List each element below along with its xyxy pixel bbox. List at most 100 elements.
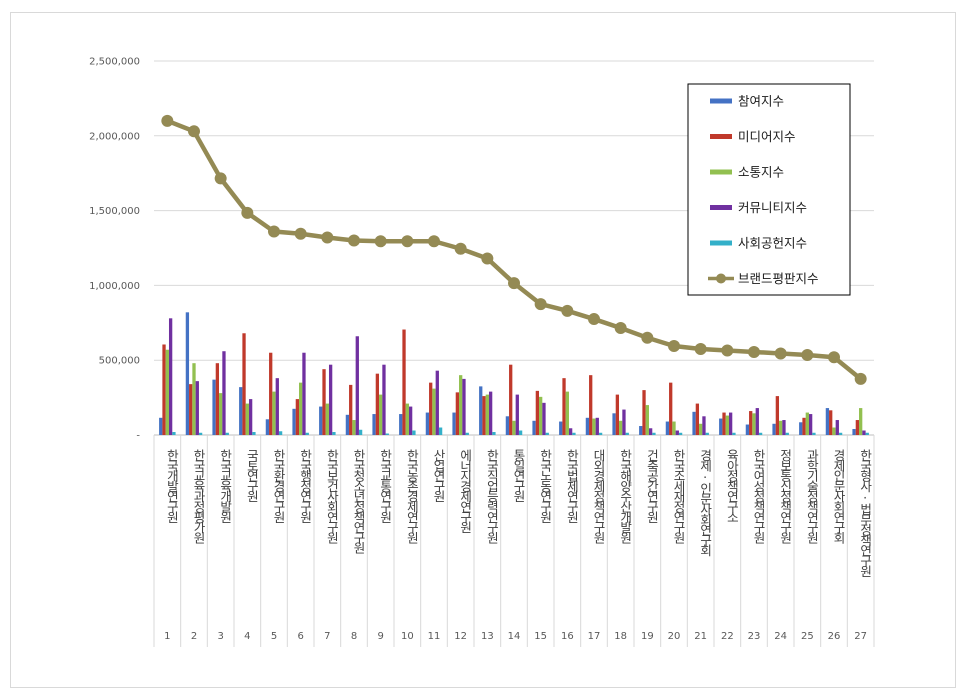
bar (345, 414, 350, 435)
legend-label: 브랜드평판지수 (738, 271, 819, 286)
bar (699, 423, 703, 435)
bar (299, 382, 303, 435)
bar (855, 420, 860, 435)
category-number: 26 (828, 631, 841, 642)
bar (408, 406, 413, 435)
category-number: 12 (454, 631, 467, 642)
bar (749, 411, 753, 435)
bar (405, 403, 409, 435)
bar (172, 432, 176, 435)
bar (412, 430, 416, 435)
bar (265, 419, 270, 435)
bar (459, 375, 463, 435)
bar (532, 420, 536, 435)
bar (509, 364, 513, 435)
bar (645, 405, 649, 435)
category-table: 한국개발연구원 1 한국교육과정평가원 2 한국교육개발원 3 국토연구원 4 한국환경연구원 5… (153, 435, 875, 647)
bar (159, 417, 163, 435)
line-point (428, 235, 440, 248)
category-label: 건축공간연구원 (644, 449, 659, 523)
line-point (348, 234, 360, 247)
bar (719, 418, 723, 435)
category-label: 한국여성정책연구원 (751, 449, 766, 543)
category-label: 한국교통연구원 (378, 449, 393, 523)
bar (669, 382, 673, 435)
bar (379, 394, 383, 435)
bar (465, 432, 469, 435)
bar (425, 412, 430, 435)
bar (639, 426, 643, 435)
bar (832, 427, 836, 435)
category-number: 5 (271, 631, 277, 642)
bar (652, 432, 656, 435)
line-point (241, 206, 254, 219)
bar (772, 423, 776, 435)
bar (779, 420, 783, 435)
line-point (588, 313, 600, 326)
bar (725, 415, 729, 435)
legend-label: 미디어지수 (738, 129, 796, 144)
bar (562, 378, 566, 435)
category-label: 대외경제정책연구원 (591, 449, 606, 543)
bar (829, 410, 833, 435)
category-number: 16 (561, 631, 574, 642)
legend-swatch (710, 98, 732, 104)
line-point (268, 225, 280, 238)
bar (325, 403, 329, 435)
bar (722, 412, 726, 435)
bar (212, 379, 216, 435)
line-point (828, 351, 840, 364)
bar (305, 432, 309, 435)
chart-frame: - 500,000 1,000,000 1,500,000 2,000,000 2,500… (10, 12, 956, 688)
line-point (454, 242, 467, 255)
category-label: 한국보건사회연구원 (324, 449, 339, 543)
bar (215, 363, 220, 435)
bar (242, 333, 246, 435)
y-tick-label: 1,500,000 (89, 206, 140, 217)
line-point (534, 298, 547, 311)
bar (782, 420, 786, 435)
bar (565, 391, 569, 435)
line-point (801, 348, 814, 361)
bar (589, 375, 593, 435)
bar (355, 336, 359, 435)
category-label: 한국교육과정평가원 (191, 449, 206, 543)
bar (438, 427, 443, 435)
line-point (188, 125, 200, 138)
category-number: 14 (508, 631, 521, 642)
category-label: 경제인문사회연구회 (831, 449, 846, 543)
line-point (374, 235, 387, 248)
bar (775, 396, 780, 435)
bar (812, 432, 816, 435)
bar (542, 402, 546, 435)
bar (248, 399, 253, 435)
bar (615, 394, 620, 435)
bar (805, 412, 809, 435)
category-label: 한국개발연구원 (164, 449, 179, 523)
bar (375, 373, 380, 435)
line-point (668, 339, 680, 352)
category-number: 7 (324, 631, 330, 642)
bar (799, 422, 803, 435)
bar (802, 417, 806, 435)
bar (745, 424, 750, 435)
y-tick-label: 1,000,000 (89, 281, 140, 292)
bar (695, 403, 700, 435)
bar (619, 420, 623, 435)
bar (512, 420, 516, 435)
category-label: 한국청소년정책연구원 (351, 449, 366, 554)
bar (492, 432, 496, 435)
category-number: 2 (191, 631, 197, 642)
category-number: 24 (774, 631, 787, 642)
legend-label: 사회공헌지수 (738, 236, 807, 251)
category-number: 17 (588, 631, 601, 642)
category-number: 10 (401, 631, 414, 642)
bar (479, 386, 483, 435)
category-label: 한국농촌경제연구원 (404, 449, 419, 543)
category-label: 한국환경연구원 (271, 449, 286, 523)
bar (732, 432, 736, 435)
bar (195, 381, 199, 435)
category-number: 8 (351, 631, 357, 642)
bar (535, 390, 540, 435)
